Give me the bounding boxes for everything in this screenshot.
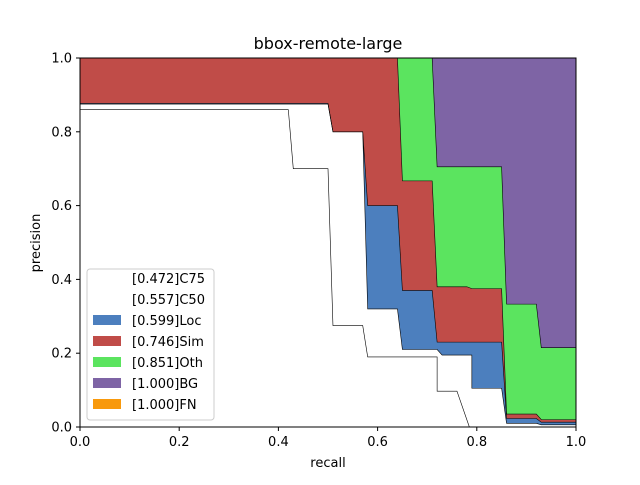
x-tick-label: 0.2 — [169, 435, 190, 450]
legend-label-0-557-c50: [0.557]C50 — [132, 293, 205, 308]
chart-title: bbox-remote-large — [254, 34, 403, 53]
legend: [0.472]C75 [0.557]C50 [0.599]Loc [0.746]Sim… — [86, 268, 215, 421]
legend-label-0-472-c75: [0.472]C75 — [132, 272, 205, 287]
legend-items: [0.472]C75 [0.557]C50 [0.599]Loc [0.746]Sim… — [93, 272, 205, 413]
legend-swatch-0-472-c75 — [93, 273, 121, 283]
x-tick-label: 0.0 — [70, 435, 91, 450]
legend-label-1-000-fn: [1.000]FN — [132, 398, 197, 413]
legend-swatch-1-000-bg — [93, 378, 121, 388]
legend-swatch-0-746-sim — [93, 336, 121, 346]
x-tick-label: 1.0 — [566, 435, 587, 450]
y-tick-label: 0.2 — [51, 347, 72, 362]
area-band-0-599-loc — [80, 103, 576, 427]
x-tick-label: 0.8 — [466, 435, 487, 450]
y-tick-label: 0.8 — [51, 125, 72, 140]
legend-label-0-746-sim: [0.746]Sim — [132, 335, 204, 350]
x-tick-label: 0.6 — [367, 435, 388, 450]
x-axis-ticks: 0.0 0.2 0.4 0.6 0.8 1.0 — [70, 427, 587, 450]
y-tick-label: 0.0 — [51, 421, 72, 436]
curve-line-0-472-c75 — [80, 109, 470, 428]
legend-swatch-0-557-c50 — [93, 294, 121, 304]
legend-swatch-0-599-loc — [93, 315, 121, 325]
x-tick-label: 0.4 — [268, 435, 289, 450]
plot-frame — [79, 57, 577, 428]
legend-swatch-0-851-oth — [93, 357, 121, 367]
y-axis-ticks: 0.0 0.2 0.4 0.6 0.8 1.0 — [51, 52, 80, 436]
y-tick-label: 0.4 — [51, 273, 72, 288]
area-band-0-746-sim — [80, 58, 576, 427]
y-axis-label: precision — [29, 214, 44, 273]
y-tick-label: 1.0 — [51, 52, 72, 67]
curve-line-0-851-oth — [80, 57, 576, 348]
x-axis-label: recall — [310, 456, 345, 471]
curve-line-0-746-sim — [80, 57, 576, 420]
legend-swatch-1-000-fn — [93, 399, 121, 409]
legend-label-0-851-oth: [0.851]Oth — [132, 356, 203, 371]
area-band-0-851-oth — [80, 58, 576, 427]
y-tick-label: 0.6 — [51, 199, 72, 214]
curve-line-0-599-loc — [80, 103, 576, 423]
area-band-1-000-bg — [80, 58, 576, 427]
legend-label-1-000-bg: [1.000]BG — [132, 377, 198, 392]
legend-label-0-599-loc: [0.599]Loc — [132, 314, 201, 329]
